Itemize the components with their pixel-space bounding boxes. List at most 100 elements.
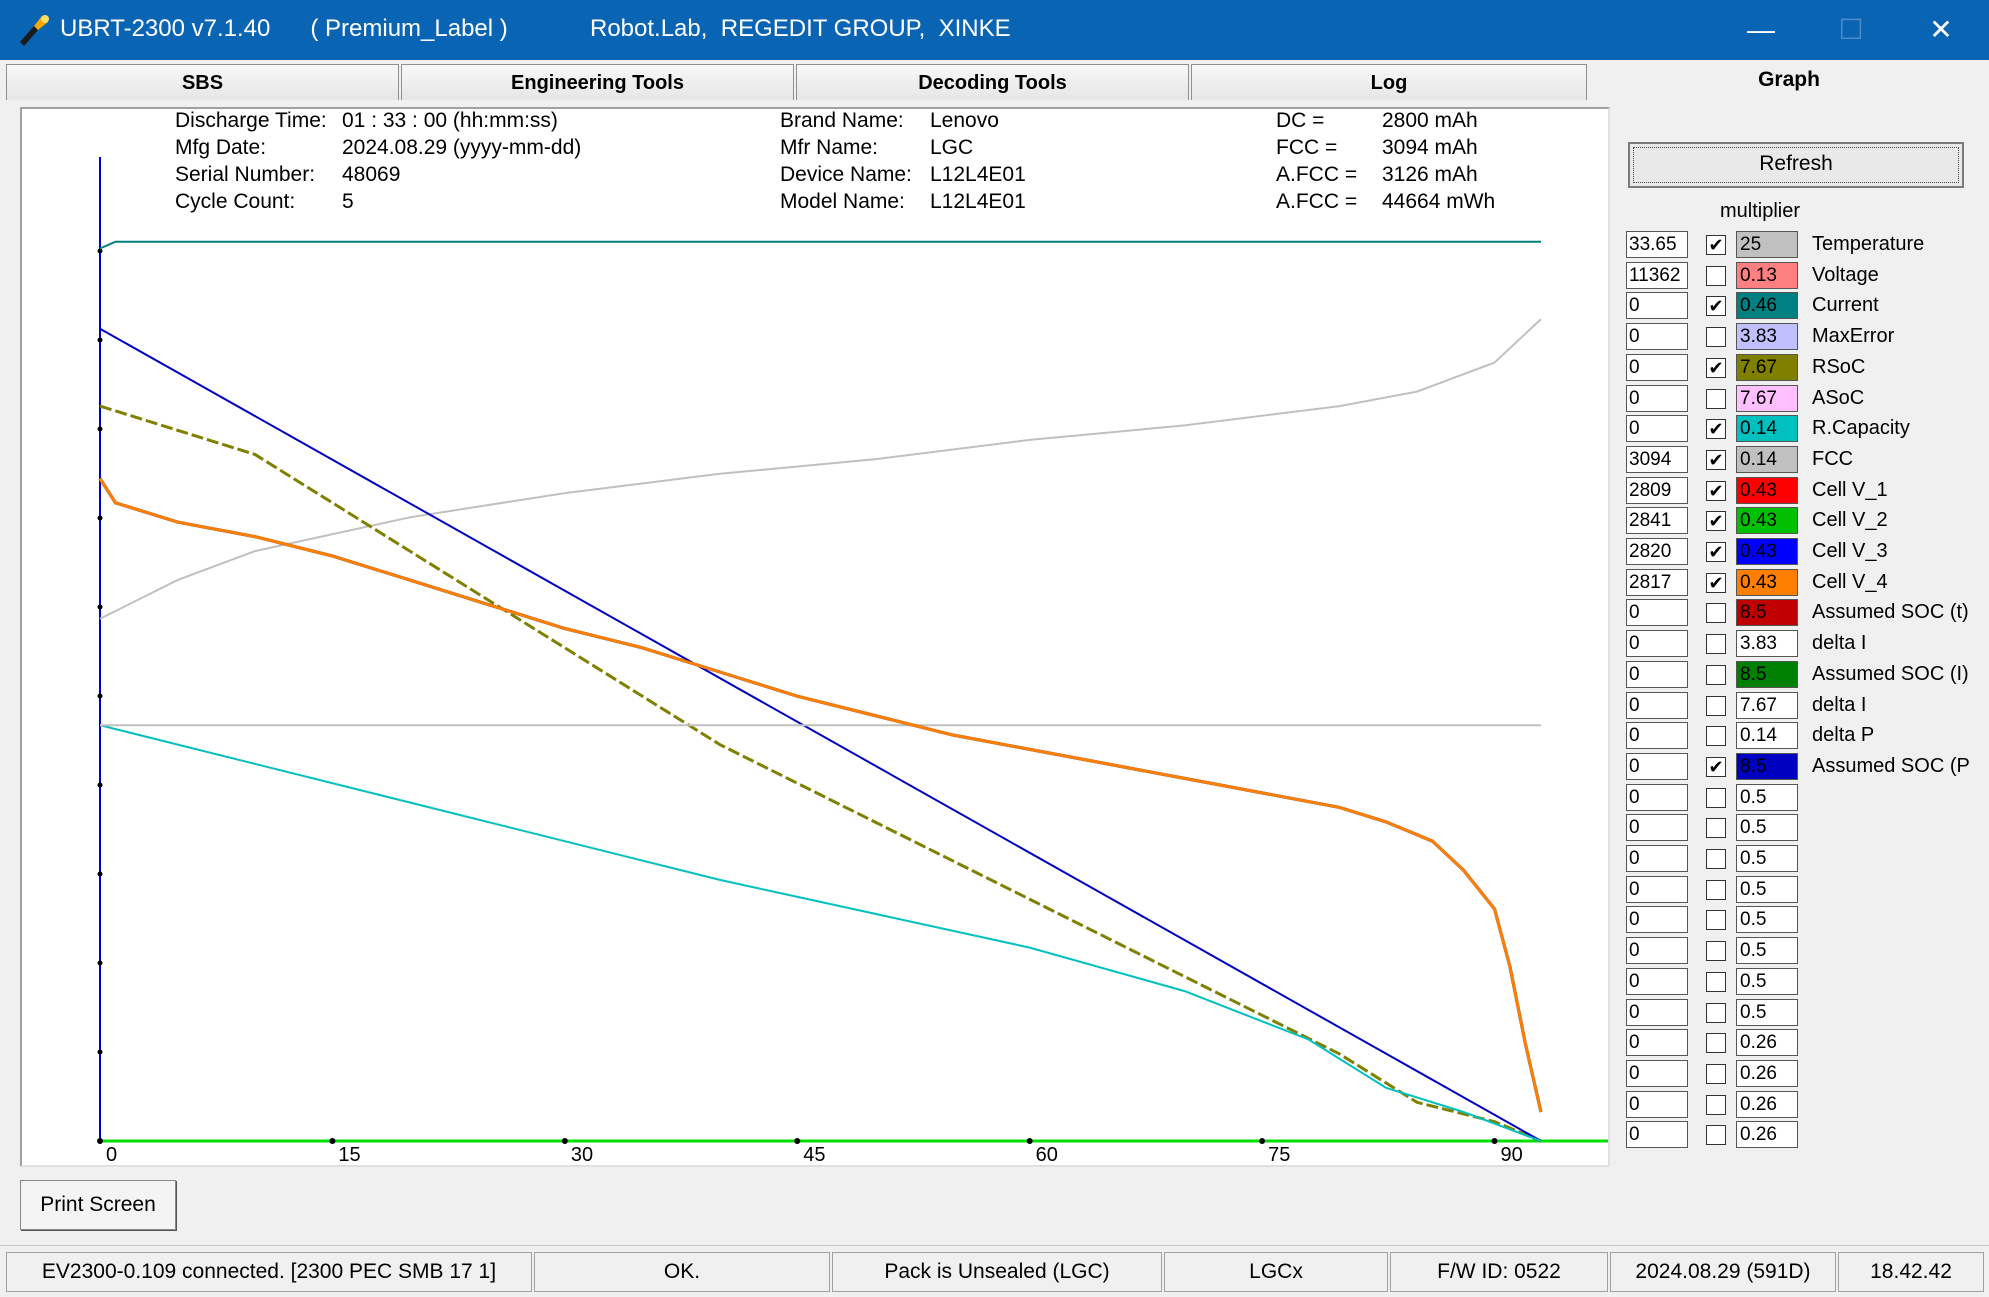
series-visible-checkbox[interactable] — [1706, 726, 1726, 747]
series-visible-checkbox[interactable] — [1706, 1002, 1726, 1023]
print-screen-button[interactable]: Print Screen — [20, 1180, 176, 1230]
series-multiplier-field[interactable]: 0.5 — [1736, 906, 1798, 934]
afcc-energy-label: A.FCC = — [1276, 190, 1358, 213]
refresh-button[interactable]: Refresh — [1628, 142, 1964, 188]
series-multiplier-field[interactable]: 7.67 — [1736, 691, 1798, 719]
series-multiplier-field[interactable]: 25 — [1736, 231, 1798, 258]
series-multiplier-field[interactable]: 0.5 — [1736, 814, 1798, 842]
series-value-field: 0 — [1626, 660, 1688, 688]
series-visible-checkbox[interactable] — [1706, 327, 1726, 348]
x-tick-label: 45 — [803, 1144, 825, 1165]
series-visible-checkbox[interactable] — [1706, 941, 1726, 962]
x-tick-label: 15 — [338, 1144, 360, 1165]
series-multiplier-field[interactable]: 0.13 — [1736, 261, 1798, 289]
tab-bar: SBS Engineering Tools Decoding Tools Log… — [0, 60, 1989, 104]
series-visible-checkbox[interactable] — [1706, 818, 1726, 839]
status-time: 18.42.42 — [1838, 1252, 1984, 1292]
series-multiplier-field[interactable]: 0.43 — [1736, 538, 1798, 565]
y-tick-dot — [97, 426, 103, 432]
series-multiplier-field[interactable]: 0.43 — [1736, 568, 1798, 596]
series-value-field: 3094 — [1626, 445, 1688, 473]
series-name-label: Cell V_4 — [1812, 570, 1888, 593]
series-multiplier-field[interactable]: 8.5 — [1736, 660, 1798, 688]
y-tick-dot — [97, 1049, 103, 1055]
tab-log[interactable]: Log — [1191, 64, 1587, 100]
series-multiplier-field[interactable]: 8.5 — [1736, 599, 1798, 627]
series-value-field: 0 — [1626, 783, 1688, 811]
tab-graph[interactable]: Graph — [1592, 62, 1986, 104]
series-visible-checkbox[interactable] — [1706, 1125, 1726, 1146]
series-visible-checkbox[interactable] — [1706, 971, 1726, 992]
series-visible-checkbox[interactable]: ✔ — [1706, 542, 1726, 562]
series-visible-checkbox[interactable] — [1706, 388, 1726, 409]
series-multiplier-field[interactable]: 7.67 — [1736, 384, 1798, 412]
series-visible-checkbox[interactable]: ✔ — [1706, 296, 1726, 317]
window-title: UBRT-2300 v7.1.40 ( Premium_Label ) — [60, 15, 508, 42]
series-multiplier-field[interactable]: 0.14 — [1736, 722, 1798, 750]
series-visible-checkbox[interactable] — [1706, 265, 1726, 286]
series-visible-checkbox[interactable]: ✔ — [1706, 756, 1726, 777]
series-multiplier-field[interactable]: 0.43 — [1736, 507, 1798, 535]
afcc-label: A.FCC = — [1276, 163, 1358, 186]
series-visible-checkbox[interactable] — [1706, 695, 1726, 716]
series-visible-checkbox[interactable] — [1706, 849, 1726, 869]
status-date: 2024.08.29 (591D) — [1610, 1252, 1836, 1292]
series-visible-checkbox[interactable]: ✔ — [1706, 357, 1726, 378]
series-visible-checkbox[interactable] — [1706, 1063, 1726, 1084]
series-multiplier-field[interactable]: 0.5 — [1736, 998, 1798, 1026]
series-multiplier-field[interactable]: 0.26 — [1736, 1059, 1798, 1087]
series-visible-checkbox[interactable]: ✔ — [1706, 449, 1726, 470]
series-visible-checkbox[interactable] — [1706, 910, 1726, 931]
tab-decoding-tools[interactable]: Decoding Tools — [796, 64, 1189, 100]
series-visible-checkbox[interactable]: ✔ — [1706, 235, 1726, 255]
series-multiplier-field[interactable]: 0.5 — [1736, 967, 1798, 995]
series-visible-checkbox[interactable]: ✔ — [1706, 572, 1726, 593]
series-visible-checkbox[interactable]: ✔ — [1706, 480, 1726, 501]
series-multiplier-field[interactable]: 0.26 — [1736, 1029, 1798, 1057]
tab-engineering-tools[interactable]: Engineering Tools — [401, 64, 794, 100]
series-visible-checkbox[interactable]: ✔ — [1706, 511, 1726, 532]
series-line-temperature — [99, 318, 1542, 620]
series-name-label: Voltage — [1812, 263, 1879, 286]
series-multiplier-field[interactable]: 0.43 — [1736, 476, 1798, 504]
series-multiplier-field[interactable]: 0.5 — [1736, 845, 1798, 872]
series-multiplier-field[interactable]: 7.67 — [1736, 353, 1798, 381]
series-visible-checkbox[interactable] — [1706, 664, 1726, 685]
x-tick-dot — [1259, 1138, 1266, 1144]
series-multiplier-field[interactable]: 0.46 — [1736, 292, 1798, 320]
series-value-field: 2820 — [1626, 538, 1688, 565]
series-visible-checkbox[interactable] — [1706, 787, 1726, 808]
tab-sbs[interactable]: SBS — [6, 64, 399, 100]
series-value-field: 0 — [1626, 814, 1688, 842]
y-tick-dot — [97, 515, 103, 521]
series-value-field: 2841 — [1626, 507, 1688, 535]
close-button[interactable]: ✕ — [1929, 14, 1953, 45]
series-visible-checkbox[interactable]: ✔ — [1706, 419, 1726, 440]
x-tick-label: 60 — [1036, 1144, 1058, 1165]
series-name-label: Assumed SOC (I) — [1812, 662, 1969, 685]
series-visible-checkbox[interactable] — [1706, 603, 1726, 624]
series-multiplier-field[interactable]: 0.26 — [1736, 1090, 1798, 1118]
maximize-button[interactable]: ☐ — [1838, 14, 1864, 45]
series-visible-checkbox[interactable] — [1706, 1094, 1726, 1115]
series-multiplier-field[interactable]: 0.5 — [1736, 875, 1798, 903]
minimize-button[interactable]: — — [1747, 14, 1775, 45]
series-line-assumed-soc-p — [99, 327, 1542, 1142]
series-multiplier-field[interactable]: 3.83 — [1736, 630, 1798, 658]
y-tick-dot — [97, 871, 103, 877]
series-multiplier-field[interactable]: 0.14 — [1736, 415, 1798, 443]
series-visible-checkbox[interactable] — [1706, 879, 1726, 900]
discharge-time-label: Discharge Time: — [175, 109, 327, 132]
y-tick-dot — [97, 693, 103, 699]
series-multiplier-field[interactable]: 0.26 — [1736, 1121, 1798, 1149]
series-visible-checkbox[interactable] — [1706, 1033, 1726, 1054]
series-multiplier-field[interactable]: 0.5 — [1736, 937, 1798, 965]
series-multiplier-field[interactable]: 0.14 — [1736, 445, 1798, 473]
series-name-label: Assumed SOC (P — [1812, 754, 1970, 777]
series-multiplier-field[interactable]: 0.5 — [1736, 783, 1798, 811]
series-visible-checkbox[interactable] — [1706, 634, 1726, 655]
series-multiplier-field[interactable]: 8.5 — [1736, 752, 1798, 780]
status-bar: EV2300-0.109 connected. [2300 PEC SMB 17… — [0, 1245, 1989, 1297]
series-multiplier-field[interactable]: 3.83 — [1736, 323, 1798, 351]
dc-label: DC = — [1276, 109, 1325, 132]
